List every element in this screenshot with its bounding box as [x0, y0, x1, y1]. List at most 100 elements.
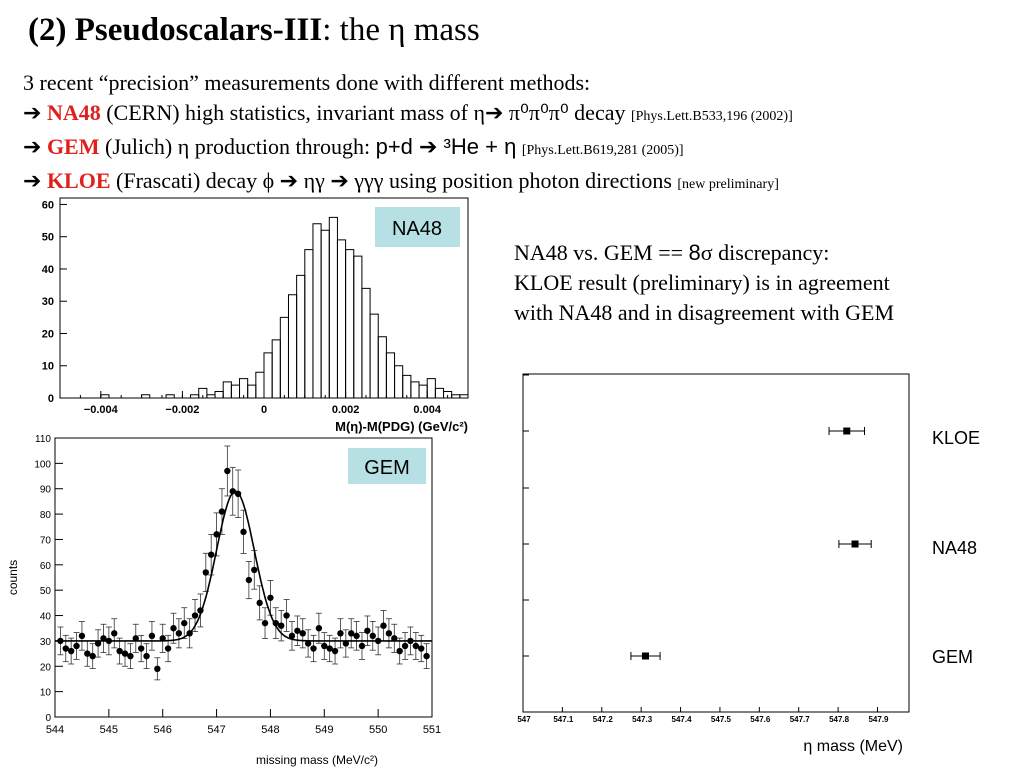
method-desc: (Frascati) decay ϕ ➔ ηγ ➔ γγγ using posi…	[110, 168, 678, 193]
na48-histogram-bin	[410, 381, 420, 398]
na48-y-tick-label: 10	[42, 361, 54, 373]
gem-label: GEM	[364, 457, 410, 479]
method-ref: [new preliminary]	[677, 177, 779, 192]
method-desc: (CERN) high statistics, invariant mass o…	[100, 100, 485, 125]
gem-data-point	[423, 652, 430, 660]
gem-y-tick-label: 70	[40, 535, 52, 546]
compare-point-label: GEM	[932, 647, 973, 667]
gem-y-tick-label: 100	[34, 459, 51, 470]
gem-data-point	[396, 647, 403, 655]
gem-data-point	[364, 627, 371, 634]
gem-data-point	[202, 569, 209, 576]
gem-data-point	[283, 612, 290, 619]
gem-y-tick-label: 20	[40, 662, 52, 673]
compare-data-point	[641, 652, 649, 660]
compare-plot-frame	[522, 373, 910, 713]
method-desc: (Julich) η production through:	[99, 134, 376, 159]
na48-histogram-bin	[263, 352, 273, 398]
compare-x-tick-label: 547.7	[790, 715, 811, 724]
method-reaction: p+d ➔ ³He + η	[375, 134, 517, 159]
gem-data-point	[321, 642, 328, 650]
gem-data-point	[170, 625, 177, 632]
na48-histogram-bin	[345, 249, 355, 398]
gem-y-axis-label: counts	[6, 560, 20, 595]
compare-x-axis-label: η mass (MeV)	[803, 738, 903, 755]
na48-histogram-bin	[222, 381, 232, 398]
page-title: (2) Pseudoscalars-III: the η mass	[28, 12, 480, 49]
gem-fit-curve	[55, 490, 432, 642]
compare-x-tick-label: 547.1	[553, 715, 574, 724]
gem-data-point	[164, 645, 172, 652]
gem-x-axis-label: missing mass (MeV/c²)	[256, 753, 378, 767]
compare-x-tick-label: 547.9	[868, 715, 889, 724]
method-na48: ➔ NA48 (CERN) high statistics, invariant…	[23, 98, 793, 132]
compare-x-tick-label: 547.4	[672, 715, 693, 724]
gem-data-point	[310, 645, 317, 652]
method-ref: [Phys.Lett.B533,196 (2002)]	[630, 109, 793, 124]
gem-y-tick-label: 80	[40, 510, 52, 521]
gem-data-point	[304, 640, 312, 647]
gem-data-point	[358, 642, 366, 650]
note-line-3: with NA48 and in disagreement with GEM	[514, 300, 895, 325]
na48-histogram-bin	[394, 365, 404, 398]
method-desc-2: π⁰π⁰π⁰ decay	[503, 100, 631, 125]
na48-histogram-bin	[100, 394, 110, 398]
na48-histogram-bin	[353, 255, 363, 398]
compare-point-label: NA48	[932, 538, 977, 558]
gem-data-point	[84, 650, 91, 657]
gem-data-point	[294, 627, 301, 634]
gem-data-point	[100, 635, 107, 642]
na48-x-tick-label: 0.004	[413, 404, 441, 416]
note-line-2: KLOE result (preliminary) is in agreemen…	[514, 270, 890, 295]
gem-data-point	[261, 619, 269, 627]
gem-data-point	[391, 635, 398, 642]
na48-x-tick-label: −0.004	[84, 404, 119, 416]
na48-y-tick-label: 40	[42, 264, 54, 276]
gem-y-tick-label: 90	[40, 485, 52, 496]
na48-histogram-bin	[271, 339, 281, 398]
gem-y-tick-label: 40	[40, 612, 52, 623]
gem-y-tick-label: 30	[40, 637, 52, 648]
na48-histogram-bin	[336, 239, 347, 398]
gem-data-point	[288, 632, 296, 640]
arrow-icon: ➔	[23, 168, 42, 193]
gem-data-point	[121, 650, 129, 657]
compare-x-tick-label: 547.6	[750, 715, 771, 724]
na48-histogram-bin	[214, 391, 224, 398]
na48-y-tick-label: 20	[42, 328, 54, 340]
na48-histogram-bin	[402, 374, 412, 398]
gem-data-point	[191, 612, 199, 619]
title-rest: : the η mass	[322, 12, 480, 48]
note-text: σ discrepancy:	[700, 240, 830, 265]
gem-y-tick-label: 110	[35, 434, 51, 445]
gem-data-point	[331, 647, 339, 655]
na48-histogram-bin	[328, 216, 338, 398]
na48-histogram-bin	[255, 371, 265, 398]
gem-plot-frame	[54, 437, 433, 718]
compare-point-label: KLOE	[932, 428, 980, 448]
gem-data-point	[159, 635, 166, 642]
gem-x-tick-label: 545	[100, 724, 118, 736]
compare-x-tick-label: 547.5	[711, 715, 732, 724]
na48-histogram-bin	[287, 294, 298, 398]
gem-data-point	[315, 625, 323, 632]
gem-data-point	[78, 632, 86, 640]
gem-data-point	[353, 632, 360, 640]
gem-data-point	[224, 467, 231, 475]
gem-data-point	[326, 645, 333, 652]
gem-data-point	[116, 647, 123, 655]
na48-label: NA48	[392, 218, 442, 240]
gem-data-point	[267, 594, 274, 601]
gem-data-point	[213, 531, 220, 538]
arrow-icon: ➔	[23, 134, 42, 159]
gem-data-point	[229, 488, 236, 495]
gem-x-tick-label: 548	[261, 724, 279, 736]
gem-label-box	[348, 448, 426, 484]
gem-data-point	[127, 652, 134, 660]
gem-data-point	[251, 566, 258, 574]
gem-data-point	[369, 632, 376, 640]
na48-histogram-bin	[434, 387, 445, 398]
title-bold: (2) Pseudoscalars-III	[28, 12, 323, 48]
na48-histogram-bin	[312, 223, 322, 398]
gem-data-point	[181, 619, 188, 627]
